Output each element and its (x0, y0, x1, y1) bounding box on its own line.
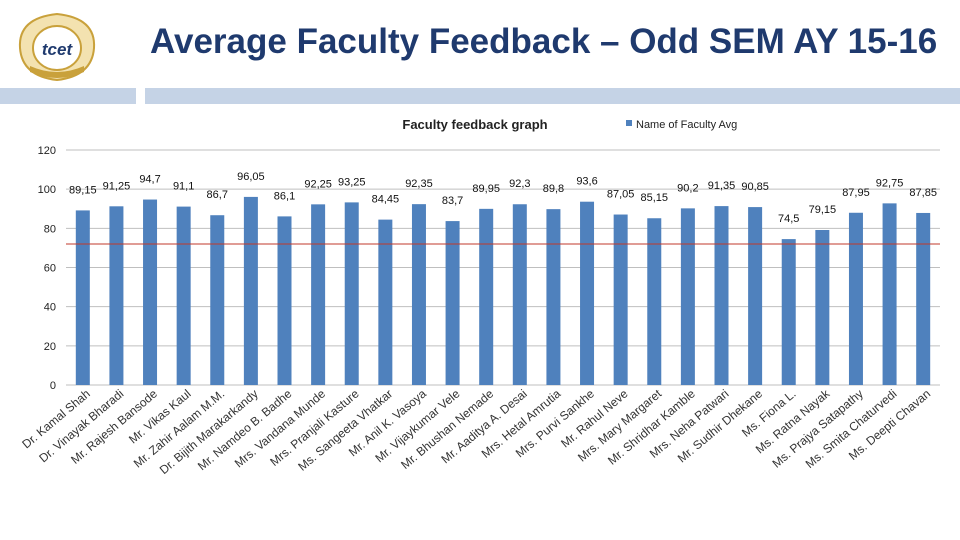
bar (916, 212, 931, 385)
value-label: 90,85 (741, 181, 769, 193)
value-label: 87,85 (909, 187, 937, 199)
logo-text: tcet (42, 40, 74, 59)
value-label: 85,15 (641, 192, 669, 204)
value-labels: 89,15 91,25 94,7 91,1 86,7 96,05 86,1 92,25 93,2… (69, 171, 937, 225)
header-accent-right (145, 88, 960, 104)
value-label: 84,45 (372, 194, 400, 206)
value-label: 89,95 (472, 183, 500, 195)
y-tick-label: 60 (44, 263, 56, 275)
bar (848, 212, 863, 385)
bar (243, 196, 258, 385)
bar (546, 209, 561, 385)
bar (143, 199, 158, 385)
grid-lines (66, 149, 940, 386)
header-accent-left (0, 88, 136, 104)
value-label: 79,15 (809, 204, 837, 216)
y-tick-label: 40 (44, 302, 56, 314)
value-label: 94,7 (139, 174, 160, 186)
bars (66, 196, 940, 385)
bar (781, 239, 796, 385)
bar (714, 206, 729, 385)
bar (445, 221, 460, 385)
bar (277, 216, 292, 385)
value-label: 91,25 (103, 180, 131, 192)
y-tick-label: 20 (44, 341, 56, 353)
value-label: 96,05 (237, 171, 265, 183)
y-axis-ticks: 0 20 40 60 80 100 120 (38, 145, 56, 392)
bar (479, 208, 494, 385)
bar (680, 208, 695, 385)
value-label: 89,8 (543, 183, 564, 195)
tcet-logo: tcet (18, 12, 96, 82)
bar (882, 203, 897, 385)
value-label: 92,3 (509, 178, 530, 190)
bar (344, 202, 359, 385)
value-label: 93,6 (576, 176, 597, 188)
value-label: 92,35 (405, 178, 433, 190)
value-label: 83,7 (442, 195, 463, 207)
y-tick-label: 0 (50, 380, 56, 392)
value-label: 74,5 (778, 213, 799, 225)
bar (378, 219, 393, 385)
bar (748, 207, 763, 385)
bar (75, 210, 90, 385)
bar (411, 204, 426, 385)
bar (613, 214, 628, 385)
chart-title: Faculty feedback graph (402, 117, 547, 132)
slide-title: Average Faculty Feedback – Odd SEM AY 15… (150, 22, 938, 61)
value-label: 91,35 (708, 180, 736, 192)
bar (210, 215, 225, 385)
value-label: 91,1 (173, 181, 194, 193)
value-label: 93,25 (338, 176, 366, 188)
y-tick-label: 100 (38, 184, 56, 196)
y-tick-label: 80 (44, 223, 56, 235)
bar (176, 206, 191, 385)
bar (647, 218, 662, 385)
y-tick-label: 120 (38, 145, 56, 157)
value-label: 89,15 (69, 184, 97, 196)
bar (109, 206, 124, 385)
bar (580, 201, 595, 385)
bar (815, 229, 830, 385)
legend-swatch (626, 120, 632, 126)
value-label: 87,05 (607, 189, 635, 201)
bar (311, 204, 326, 385)
value-label: 86,7 (207, 189, 228, 201)
value-label: 87,95 (842, 187, 870, 199)
value-label: 92,25 (304, 178, 332, 190)
value-label: 86,1 (274, 190, 295, 202)
bar (512, 204, 527, 385)
legend-label: Name of Faculty Avg (636, 119, 737, 131)
value-label: 92,75 (876, 177, 904, 189)
faculty-feedback-chart: 89,15 91,25 94,7 91,1 86,7 96,05 86,1 92,25 93,2… (19, 117, 940, 477)
value-label: 90,2 (677, 182, 698, 194)
